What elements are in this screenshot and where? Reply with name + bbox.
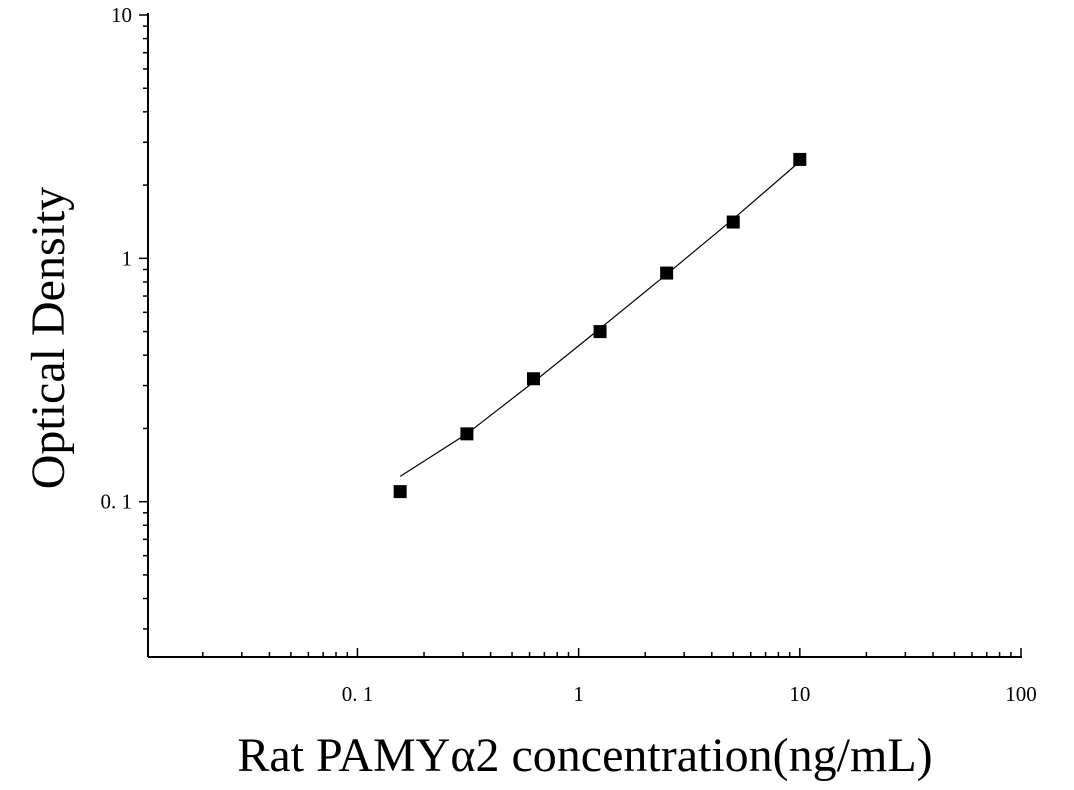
y-ticks: 0. 1 1 10	[101, 3, 148, 630]
x-tick-label: 0. 1	[342, 682, 374, 706]
fit-curve-group	[399, 161, 801, 477]
data-point	[526, 372, 540, 386]
data-point	[393, 485, 407, 499]
data-points	[393, 152, 807, 499]
data-point	[726, 215, 740, 229]
x-ticks: 0. 1 1 10 100	[202, 648, 1037, 706]
x-tick-label: 10	[789, 682, 810, 706]
x-axis-title: Rat PAMYα2 concentration(ng/mL)	[237, 729, 932, 782]
fit-curve	[399, 161, 801, 477]
y-axis-title: Optical Density	[22, 187, 75, 490]
data-point	[593, 325, 607, 339]
axes	[147, 13, 1022, 658]
x-tick-label: 1	[573, 682, 584, 706]
y-tick-label: 1	[122, 246, 133, 270]
data-point	[660, 266, 674, 280]
data-point	[793, 152, 807, 166]
y-tick-label: 10	[111, 3, 132, 27]
data-point	[460, 427, 474, 441]
y-tick-label: 0. 1	[101, 490, 133, 514]
x-tick-label: 100	[1005, 682, 1037, 706]
